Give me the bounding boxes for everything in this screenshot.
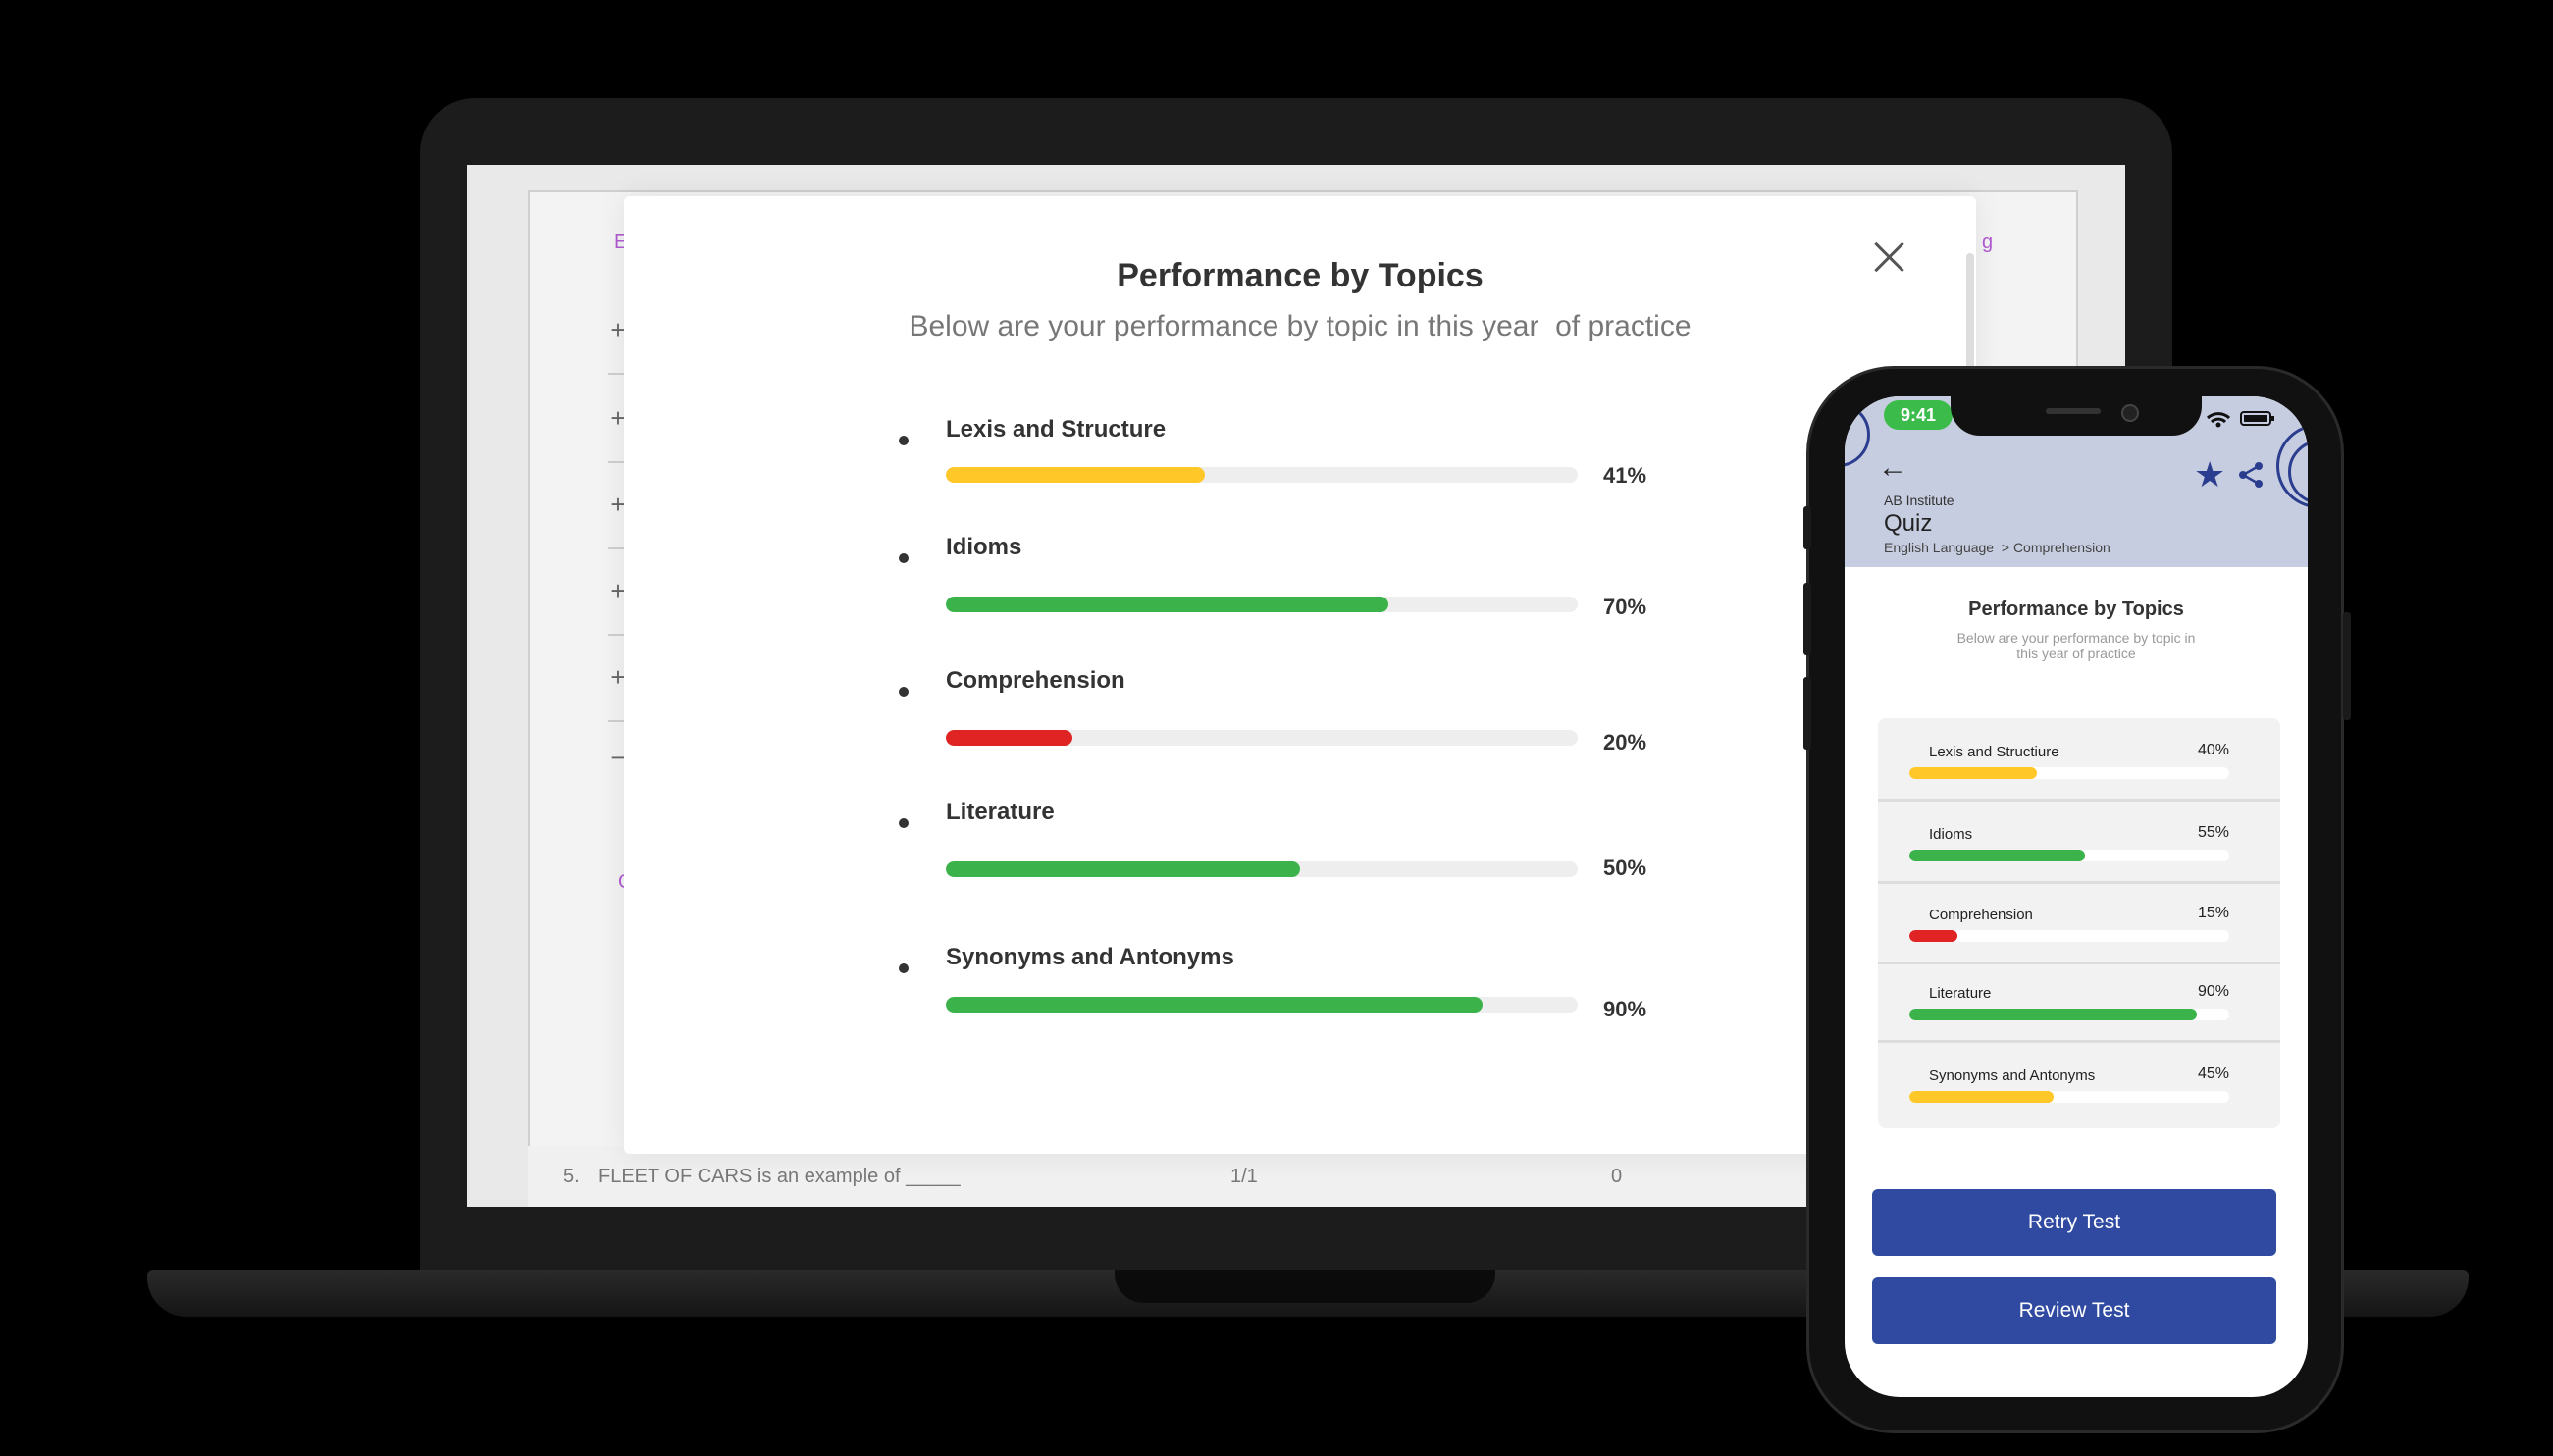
progress-track xyxy=(1909,1009,2229,1020)
expand-icon: + xyxy=(610,489,626,519)
topic-name: Lexis and Structure xyxy=(946,416,1167,442)
progress-fill xyxy=(1909,850,2086,861)
topic-name: Literature xyxy=(946,799,1055,825)
topics-card: Lexis and Structiure 40% Idioms 55% Comp… xyxy=(1878,718,2280,1128)
topic-name: Synonyms and Antonyms xyxy=(946,944,1234,970)
progress-track xyxy=(946,997,1578,1013)
retry-test-button[interactable]: Retry Test xyxy=(1872,1189,2276,1256)
modal-subtitle: Below are your performance by topic in t… xyxy=(909,310,1692,342)
progress-fill xyxy=(946,730,1072,746)
collapse-icon: − xyxy=(610,742,626,772)
progress-track xyxy=(1909,1091,2229,1103)
topic-item: Literature 90% xyxy=(1878,960,2280,1043)
topic-name: Idioms xyxy=(946,534,1022,560)
phone-camera xyxy=(2121,404,2139,422)
topic-percent: 15% xyxy=(2198,905,2230,921)
phone-screen: 9:41 ← ★ AB Institute Quiz English Langu… xyxy=(1845,396,2308,1397)
modal-scrollbar[interactable] xyxy=(1966,253,1974,379)
arrow-left-icon[interactable]: ← xyxy=(1878,451,1907,484)
topic-name: Synonyms and Antonyms xyxy=(1929,1067,2096,1084)
status-icons xyxy=(2190,411,2274,428)
topic-percent: 40% xyxy=(2198,742,2230,758)
topic-name: Comprehension xyxy=(946,667,1125,694)
section-subtitle: Below are your performance by topic in t… xyxy=(1956,630,2196,661)
topic-percent: 20% xyxy=(1603,730,1647,754)
topic-percent: 55% xyxy=(2198,824,2230,841)
progress-fill xyxy=(946,997,1484,1013)
section-title: Performance by Topics xyxy=(1968,598,2184,620)
topic-name: Literature xyxy=(1929,985,1992,1002)
laptop-notch xyxy=(1115,1270,1495,1303)
topic-item: Lexis and Structiure 40% xyxy=(1878,718,2280,802)
topic-name: Idioms xyxy=(1929,826,1973,843)
topic-name: Comprehension xyxy=(1929,907,2033,923)
phone-notch xyxy=(1951,396,2202,436)
modal-title: Performance by Topics xyxy=(1117,257,1484,294)
progress-fill xyxy=(1909,767,2038,779)
expand-icon: + xyxy=(610,314,626,344)
progress-track xyxy=(946,597,1578,612)
phone-side-button xyxy=(2343,612,2351,720)
bullet-icon xyxy=(899,436,909,445)
expand-icon: + xyxy=(610,402,626,433)
topic-name: Lexis and Structiure xyxy=(1929,744,2059,760)
expand-icon: + xyxy=(610,575,626,605)
phone-speaker xyxy=(2046,408,2101,414)
topic-item: Synonyms and Antonyms 45% xyxy=(1878,1042,2280,1122)
bullet-icon xyxy=(899,553,909,563)
share-icon[interactable] xyxy=(2237,461,2265,489)
progress-fill xyxy=(946,597,1388,612)
progress-track xyxy=(946,467,1578,483)
topic-percent: 90% xyxy=(1603,997,1647,1021)
topic-percent: 90% xyxy=(2198,983,2230,1000)
bullet-icon xyxy=(899,687,909,697)
performance-modal: Performance by Topics Below are your per… xyxy=(624,196,1976,1154)
question-number: 5. xyxy=(563,1166,580,1187)
progress-track xyxy=(1909,930,2229,942)
progress-track xyxy=(946,861,1578,877)
progress-fill xyxy=(1909,1091,2054,1103)
question-score: 1/1 xyxy=(1230,1166,1258,1187)
breadcrumb: English Language > Comprehension xyxy=(1884,540,2110,555)
background-header-right: g xyxy=(1982,232,1994,253)
page-title: Quiz xyxy=(1884,510,1933,537)
phone-side-button xyxy=(1803,506,1811,549)
topic-item: Comprehension 15% xyxy=(1878,881,2280,964)
progress-fill xyxy=(946,467,1206,483)
topic-percent: 45% xyxy=(2198,1066,2230,1082)
institute-name: AB Institute xyxy=(1884,493,1954,508)
decorative-circle xyxy=(1845,402,1870,467)
topic-item: Idioms 55% xyxy=(1878,801,2280,884)
topic-percent: 50% xyxy=(1603,856,1647,880)
phone-side-button xyxy=(1803,677,1811,750)
progress-track xyxy=(1909,767,2229,779)
progress-track xyxy=(1909,850,2229,861)
progress-fill xyxy=(1909,930,1957,942)
progress-track xyxy=(946,730,1578,746)
topic-percent: 70% xyxy=(1603,595,1647,619)
question-value: 0 xyxy=(1611,1166,1623,1187)
expand-icon: + xyxy=(610,661,626,692)
progress-fill xyxy=(946,861,1300,877)
phone-side-button xyxy=(1803,583,1811,655)
bullet-icon xyxy=(899,963,909,973)
bullet-icon xyxy=(899,818,909,828)
question-text: FLEET OF CARS is an example of _____ xyxy=(599,1166,961,1187)
status-time: 9:41 xyxy=(1884,400,1953,430)
star-icon[interactable]: ★ xyxy=(2194,454,2226,494)
topic-percent: 41% xyxy=(1603,463,1647,488)
review-test-button[interactable]: Review Test xyxy=(1872,1277,2276,1344)
progress-fill xyxy=(1909,1009,2198,1020)
